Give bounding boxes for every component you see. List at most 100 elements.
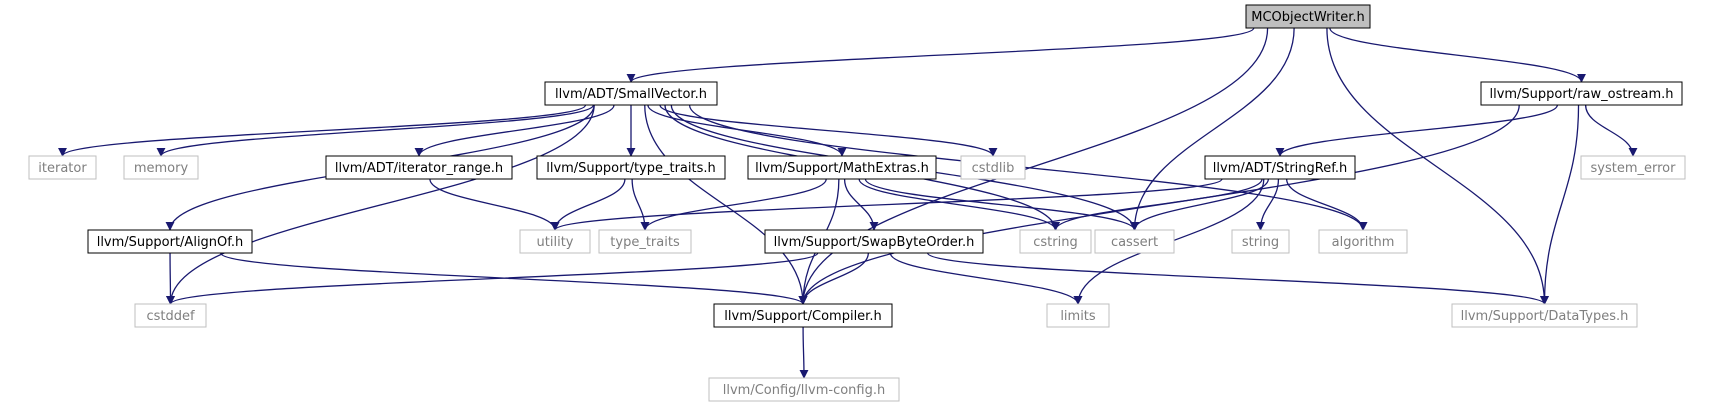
node-limits[interactable]: limits [1046,303,1110,328]
node-llvm_config[interactable]: llvm/Config/llvm-config.h [708,377,900,402]
node-stringref[interactable]: llvm/ADT/StringRef.h [1204,155,1356,180]
node-label-system_error: system_error [1591,161,1677,176]
node-label-cassert: cassert [1111,235,1158,250]
node-label-alignof: llvm/Support/AlignOf.h [97,235,244,250]
node-label-string: string [1242,235,1279,250]
node-datatypes[interactable]: llvm/Support/DataTypes.h [1451,303,1638,328]
edge-compiler-to-llvm_config [799,326,809,379]
node-cstddef[interactable]: cstddef [134,303,207,328]
edge-mcobjectwriter-to-compiler [798,27,1269,305]
node-box-limits [1046,303,1110,328]
node-mathextras[interactable]: llvm/Support/MathExtras.h [747,155,937,180]
node-memory[interactable]: memory [123,155,199,180]
edge-smallvector-to-algorithm [688,104,1368,231]
node-box-type_traits_h [536,155,726,180]
edge-mathextras-to-cstring [858,178,1060,231]
node-box-memory [123,155,199,180]
node-box-cstring [1019,229,1092,254]
edge-type_traits_h-to-type_traits [631,178,650,231]
node-iterator_range[interactable]: llvm/ADT/iterator_range.h [325,155,513,180]
node-box-swapbyteorder [764,229,984,254]
edge-swapbyteorder-to-limits [889,252,1083,305]
edge-swapbyteorder-to-cstddef [166,252,819,305]
node-box-utility [519,229,591,254]
node-label-limits: limits [1060,309,1096,324]
node-swapbyteorder[interactable]: llvm/Support/SwapByteOrder.h [764,229,984,254]
edge-iterator_range-to-utility [429,178,560,231]
edge-smallvector-to-cstdlib [659,104,998,157]
node-label-mcobjectwriter: MCObjectWriter.h [1251,10,1364,25]
node-box-iterator_range [325,155,513,180]
edge-raw_ostream-to-stringref [1275,104,1559,157]
node-label-cstdlib: cstdlib [972,161,1015,176]
node-box-mathextras [747,155,937,180]
edge-swapbyteorder-to-datatypes [926,252,1549,305]
node-label-type_traits: type_traits [610,235,680,250]
edge-mcobjectwriter-to-raw_ostream [1329,27,1586,83]
node-box-string [1231,229,1290,254]
node-label-iterator: iterator [38,161,87,176]
node-box-smallvector [544,81,718,106]
edge-stringref-to-string [1255,178,1280,231]
node-type_traits_h[interactable]: llvm/Support/type_traits.h [536,155,726,180]
node-box-system_error [1580,155,1686,180]
edge-swapbyteorder-to-compiler [798,252,869,305]
edge-alignof-to-compiler [219,252,808,305]
node-box-compiler [713,303,893,328]
node-box-type_traits [598,229,692,254]
node-label-memory: memory [134,161,189,176]
node-cstring[interactable]: cstring [1019,229,1092,254]
node-label-type_traits_h: llvm/Support/type_traits.h [546,161,716,176]
node-mcobjectwriter[interactable]: MCObjectWriter.h [1245,4,1371,29]
node-compiler[interactable]: llvm/Support/Compiler.h [713,303,893,328]
node-box-iterator [28,155,97,180]
edge-mathextras-to-type_traits [640,178,827,231]
node-utility[interactable]: utility [519,229,591,254]
edge-mcobjectwriter-to-cassert [1129,27,1295,231]
edge-smallvector-to-memory [156,104,595,157]
edge-smallvector-to-iterator_range [414,104,615,157]
node-system_error[interactable]: system_error [1580,155,1686,180]
edge-raw_ostream-to-system_error [1584,104,1638,157]
node-box-alignof [87,229,253,254]
edge-smallvector-to-compiler [644,104,808,305]
node-label-smallvector: llvm/ADT/SmallVector.h [555,87,707,102]
node-string[interactable]: string [1231,229,1290,254]
node-label-algorithm: algorithm [1332,235,1395,250]
node-type_traits[interactable]: type_traits [598,229,692,254]
node-label-stringref: llvm/ADT/StringRef.h [1213,161,1347,176]
node-cassert[interactable]: cassert [1094,229,1175,254]
node-box-stringref [1204,155,1356,180]
node-label-cstddef: cstddef [146,309,195,324]
node-box-cassert [1094,229,1175,254]
edge-smallvector-to-cstddef [165,104,595,305]
node-box-datatypes [1451,303,1638,328]
edge-raw_ostream-to-datatypes [1539,104,1580,305]
node-box-cstdlib [960,155,1026,180]
edge-mcobjectwriter-to-datatypes [1326,27,1550,305]
edge-smallvector-to-iterator [58,104,587,157]
node-label-cstring: cstring [1033,235,1077,250]
edge-type_traits_h-to-utility [550,178,626,231]
node-box-llvm_config [708,377,900,402]
nodes-layer: MCObjectWriter.h llvm/ADT/SmallVector.h ll… [28,4,1686,402]
edge-stringref-to-algorithm [1285,178,1368,231]
edge-mathextras-to-cassert [864,178,1139,231]
node-raw_ostream[interactable]: llvm/Support/raw_ostream.h [1480,81,1683,106]
node-cstdlib[interactable]: cstdlib [960,155,1026,180]
node-label-mathextras: llvm/Support/MathExtras.h [755,161,929,176]
node-box-mcobjectwriter [1245,4,1371,29]
node-box-cstddef [134,303,207,328]
edge-mathextras-to-swapbyteorder [843,178,879,231]
node-box-raw_ostream [1480,81,1683,106]
node-smallvector[interactable]: llvm/ADT/SmallVector.h [544,81,718,106]
edge-stringref-to-utility [550,178,1223,231]
node-label-datatypes: llvm/Support/DataTypes.h [1461,309,1629,324]
node-iterator[interactable]: iterator [28,155,97,180]
node-box-algorithm [1318,229,1408,254]
node-label-utility: utility [537,235,574,250]
edge-stringref-to-cstring [1051,178,1263,231]
node-alignof[interactable]: llvm/Support/AlignOf.h [87,229,253,254]
node-algorithm[interactable]: algorithm [1318,229,1408,254]
